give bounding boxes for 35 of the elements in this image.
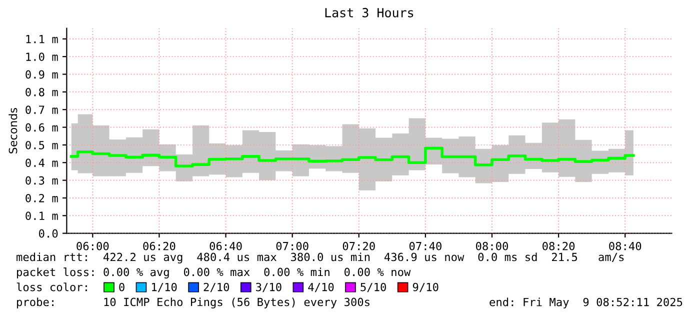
y-tick-label: 0.1 m (26, 212, 58, 220)
y-tick-label: 0.2 m (26, 194, 58, 202)
y-tick-label: 0.8 m (26, 88, 58, 96)
y-tick-label: 0.3 m (26, 176, 58, 185)
x-tick-label: 08:00 (476, 242, 508, 250)
y-tick-label: 0.7 m (26, 106, 58, 114)
y-tick-label: 0.5 m (26, 140, 58, 150)
legend-label: 5/10 (360, 282, 386, 292)
y-axis-title: Seconds (8, 108, 18, 154)
text: loss color: (16, 282, 87, 292)
x-tick-label: 06:00 (76, 242, 109, 250)
y-tick-label: 0.6 m (26, 123, 58, 132)
x-tick-label: 07:20 (342, 242, 375, 250)
legend-label: 2/10 (204, 282, 230, 292)
legend-label: 9/10 (412, 282, 438, 292)
text: median rtt: 422.2 us avg 480.4 us max 380.0 us min 436.9 us now 0.0 ms sd 21.5 am/s (16, 252, 624, 264)
y-tick-label: 0.0 (39, 229, 58, 238)
legend-label: 4/10 (308, 282, 334, 292)
x-tick-label: 06:40 (210, 242, 242, 250)
x-tick-label: 08:40 (609, 242, 642, 250)
x-tick-label: 07:40 (409, 242, 442, 250)
y-tick-label: 1.0 m (26, 52, 58, 61)
text: end: Fri May 9 08:52:11 2025 (490, 298, 682, 308)
y-tick-label: 1.1 m (26, 35, 58, 44)
legend-label: 1/10 (152, 282, 177, 292)
x-tick-label: 08:20 (542, 242, 575, 250)
text: packet loss: 0.00 % avg 0.00 % max 0.00 % min 0.00 % now (17, 268, 411, 278)
legend-label: 0 (119, 282, 124, 292)
x-tick-label: 06:20 (143, 242, 176, 250)
text: probe: 10 ICMP Echo Pings (56 Bytes) every 300s (17, 298, 370, 308)
y-tick-label: 0.4 m (26, 158, 58, 168)
y-tick-label: 0.9 m (26, 70, 58, 79)
x-tick-label: 07:00 (276, 242, 308, 250)
legend-label: 3/10 (256, 282, 282, 292)
chart-title: Last 3 Hours (325, 8, 414, 18)
